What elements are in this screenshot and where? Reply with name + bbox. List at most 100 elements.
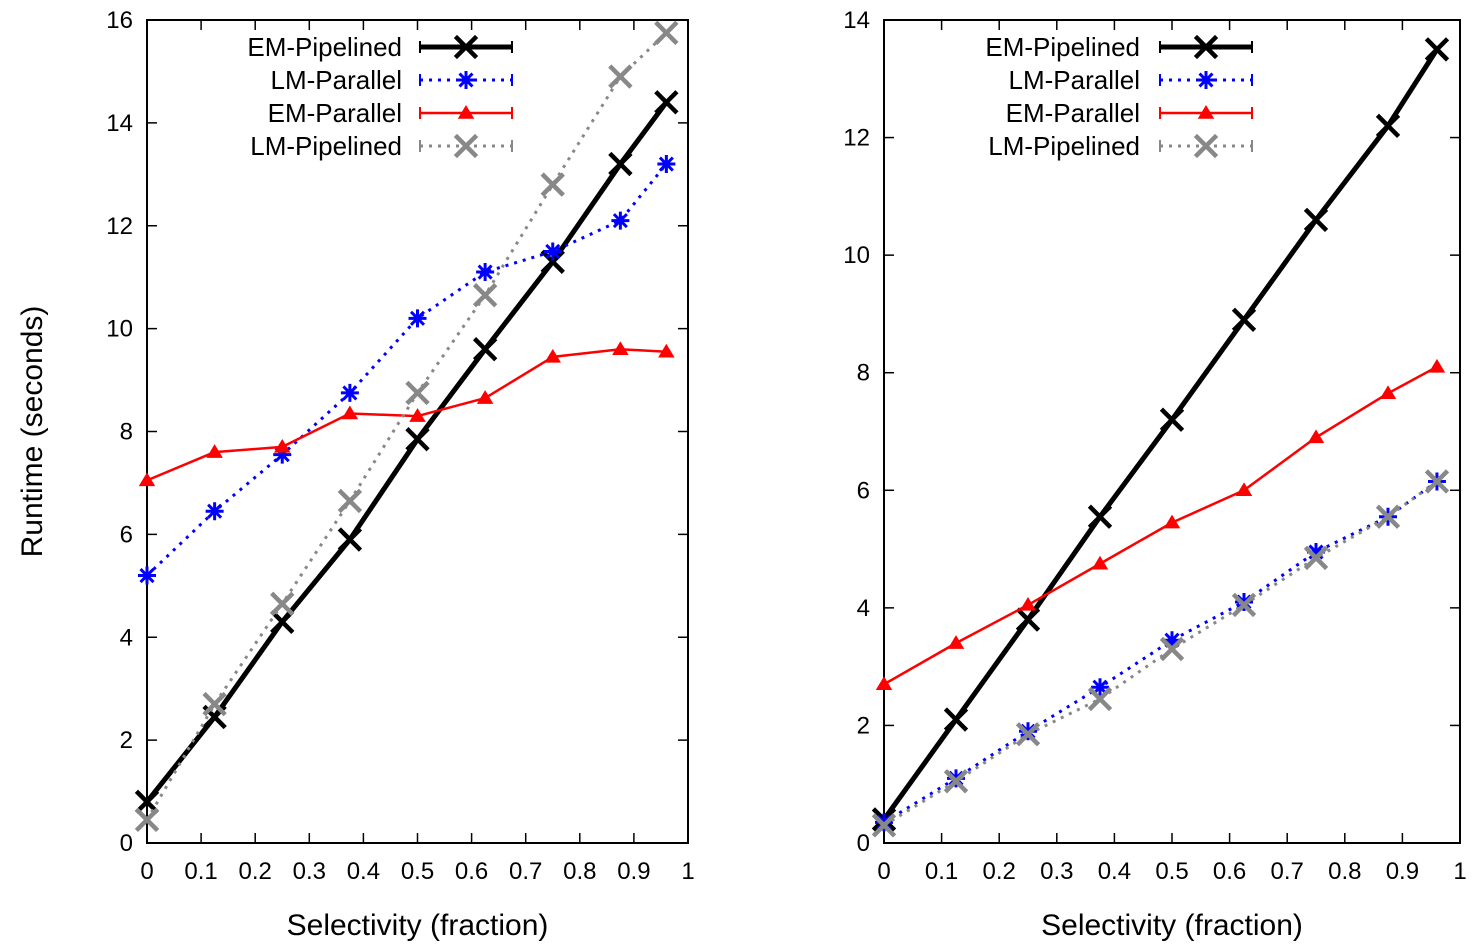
y-axis-title: Runtime (seconds) — [16, 306, 49, 558]
plot-frame — [147, 20, 688, 843]
y-tick-label: 10 — [106, 316, 133, 343]
right-chart: 0 0.1 0.2 0.3 0.4 0.5 0.6 0.7 0.8 0.9 102468101214… — [843, 7, 1466, 942]
data-point-em-parallel — [1309, 430, 1324, 442]
data-point-em-parallel — [949, 636, 964, 648]
y-tick-label: 12 — [843, 125, 870, 152]
data-point-em-parallel — [275, 440, 290, 452]
y-tick-label: 0 — [120, 830, 133, 857]
data-point-em-parallel — [1381, 386, 1396, 398]
left-chart: 0 0.1 0.2 0.3 0.4 0.5 0.6 0.7 0.8 0.9 102468101214… — [16, 7, 695, 942]
x-tick-label: 0.1 — [925, 858, 958, 885]
x-tick-label: 0.8 — [1328, 858, 1361, 885]
data-point-em-pipelined — [273, 613, 291, 631]
y-tick-label: 0 — [857, 830, 870, 857]
x-tick-label: 0 — [140, 858, 153, 885]
data-point-lm-pipelined — [409, 384, 427, 402]
data-point-em-pipelined — [1379, 117, 1397, 135]
data-point-lm-parallel — [206, 502, 224, 520]
series-line-lm-parallel — [147, 164, 666, 576]
x-tick-label: 0.3 — [1040, 858, 1073, 885]
data-point-lm-parallel — [341, 384, 359, 402]
series-em-pipelined — [875, 40, 1446, 828]
data-point-em-pipelined — [409, 430, 427, 448]
y-tick-label: 2 — [857, 712, 870, 739]
data-point-em-parallel — [1093, 557, 1108, 569]
y-tick-label: 4 — [857, 595, 870, 622]
series-lm-pipelined — [138, 24, 675, 829]
x-tick-label: 0.4 — [347, 858, 380, 885]
x-axis-title: Selectivity (fraction) — [1041, 909, 1303, 942]
legend-label: LM-Pipelined — [988, 131, 1140, 161]
legend-marker-lm-parallel — [457, 71, 475, 89]
x-tick-label: 0.1 — [184, 858, 217, 885]
series-line-em-parallel — [884, 367, 1437, 684]
y-tick-label: 14 — [106, 110, 133, 137]
data-point-em-pipelined — [1091, 508, 1109, 526]
y-tick-label: 8 — [857, 360, 870, 387]
x-tick-label: 0.5 — [401, 858, 434, 885]
x-tick-label: 0.3 — [293, 858, 326, 885]
data-point-lm-pipelined — [544, 176, 562, 194]
data-point-em-pipelined — [1428, 40, 1446, 58]
legend-marker-lm-parallel — [1197, 71, 1215, 89]
data-point-lm-pipelined — [657, 24, 675, 42]
data-point-lm-parallel — [409, 309, 427, 327]
data-point-em-parallel — [1021, 598, 1036, 610]
data-point-lm-pipelined — [341, 492, 359, 510]
series-lm-pipelined — [875, 472, 1446, 834]
legend-label: EM-Pipelined — [247, 32, 402, 62]
legend-label: EM-Pipelined — [985, 32, 1140, 62]
data-point-lm-pipelined — [611, 68, 629, 86]
x-tick-label: 0.5 — [1155, 858, 1188, 885]
data-point-lm-pipelined — [476, 286, 494, 304]
legend-label: EM-Parallel — [268, 98, 402, 128]
series-em-parallel — [140, 342, 674, 485]
y-tick-label: 6 — [120, 521, 133, 548]
x-tick-label: 0.4 — [1098, 858, 1131, 885]
y-tick-label: 10 — [843, 242, 870, 269]
x-tick-label: 0.9 — [1386, 858, 1419, 885]
legend-marker-lm-pipelined — [1197, 137, 1215, 155]
x-tick-label: 0.9 — [617, 858, 650, 885]
series-line-em-pipelined — [884, 49, 1437, 819]
x-tick-label: 0.8 — [563, 858, 596, 885]
data-point-em-pipelined — [1019, 611, 1037, 629]
y-tick-label: 4 — [120, 624, 133, 651]
data-point-lm-parallel — [544, 242, 562, 260]
legend-label: LM-Parallel — [271, 65, 403, 95]
data-point-em-pipelined — [1163, 411, 1181, 429]
data-point-em-pipelined — [657, 93, 675, 111]
x-tick-label: 0.6 — [455, 858, 488, 885]
data-point-em-parallel — [1165, 516, 1180, 528]
data-point-em-parallel — [478, 391, 493, 403]
y-tick-label: 12 — [106, 213, 133, 240]
x-tick-label: 1 — [1453, 858, 1466, 885]
data-point-lm-pipelined — [273, 595, 291, 613]
legend-label: LM-Parallel — [1009, 65, 1141, 95]
data-point-em-pipelined — [476, 340, 494, 358]
data-point-em-pipelined — [1307, 211, 1325, 229]
x-tick-label: 0.6 — [1213, 858, 1246, 885]
legend-label: EM-Parallel — [1006, 98, 1140, 128]
x-axis-title: Selectivity (fraction) — [287, 909, 549, 942]
y-tick-label: 16 — [106, 7, 133, 34]
data-point-em-pipelined — [611, 155, 629, 173]
y-tick-label: 8 — [120, 419, 133, 446]
data-point-em-pipelined — [341, 531, 359, 549]
series-line-em-parallel — [147, 349, 666, 480]
data-point-em-pipelined — [947, 711, 965, 729]
x-tick-label: 0.7 — [1271, 858, 1304, 885]
x-tick-label: 0.2 — [983, 858, 1016, 885]
data-point-em-pipelined — [1235, 311, 1253, 329]
series-line-lm-pipelined — [884, 481, 1437, 825]
x-tick-label: 0.7 — [509, 858, 542, 885]
data-point-lm-parallel — [138, 567, 156, 585]
data-point-em-parallel — [877, 677, 892, 689]
x-tick-label: 0.2 — [239, 858, 272, 885]
series-lm-parallel — [138, 155, 675, 585]
data-point-lm-parallel — [657, 155, 675, 173]
x-tick-label: 1 — [681, 858, 694, 885]
data-point-lm-parallel — [476, 263, 494, 281]
x-tick-label: 0 — [877, 858, 890, 885]
